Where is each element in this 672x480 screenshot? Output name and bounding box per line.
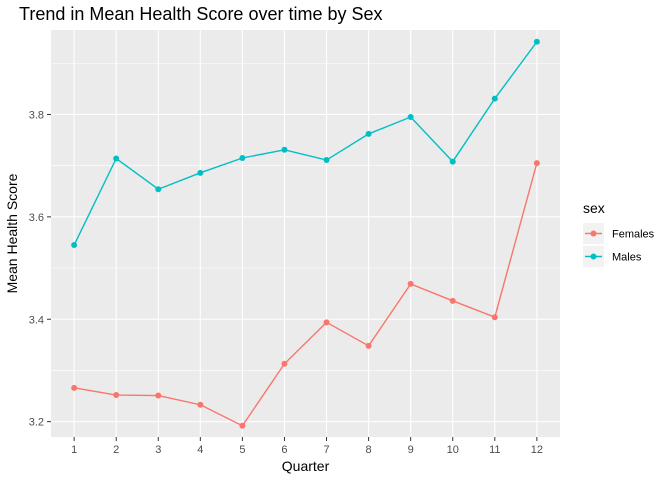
- x-tick-label: 3: [155, 444, 161, 456]
- plot-panel: [51, 30, 560, 437]
- x-tick-label: 9: [408, 444, 414, 456]
- data-point-males: [155, 186, 162, 193]
- data-point-females: [323, 319, 330, 326]
- data-point-females: [71, 384, 78, 391]
- major-gridlines: [51, 30, 560, 437]
- data-point-females: [155, 392, 162, 399]
- x-tick-label: 8: [366, 444, 372, 456]
- data-point-males: [239, 154, 246, 161]
- legend-item-females: Females: [583, 223, 655, 244]
- y-axis: 3.2 3.4 3.6 3.8: [29, 109, 51, 429]
- data-point-females: [113, 392, 120, 399]
- x-axis: 1 2 3 4 5 6 7 8 9 10 11 12: [71, 437, 543, 456]
- y-tick-label: 3.8: [29, 109, 44, 121]
- legend-title: sex: [583, 200, 605, 216]
- x-tick-label: 1: [71, 444, 77, 456]
- data-point-females: [449, 297, 456, 304]
- data-point-females: [281, 360, 288, 367]
- data-point-females: [365, 342, 372, 349]
- data-point-males: [71, 242, 78, 249]
- data-point-females: [491, 314, 498, 321]
- legend-label-females: Females: [612, 229, 655, 241]
- x-tick-label: 10: [447, 444, 459, 456]
- series-layer: [71, 38, 540, 429]
- series-line-females: [74, 162, 538, 427]
- legend-key-point: [590, 230, 597, 237]
- x-tick-label: 2: [113, 444, 119, 456]
- x-tick-label: 7: [323, 444, 329, 456]
- legend-key-point: [590, 253, 597, 260]
- legend-label-males: Males: [612, 252, 642, 264]
- data-point-females: [407, 280, 414, 287]
- y-axis-title: Mean Health Score: [4, 173, 20, 293]
- x-tick-label: 4: [197, 444, 203, 456]
- series-line-males: [73, 41, 538, 246]
- minor-gridlines: [51, 63, 560, 371]
- data-point-males: [281, 146, 288, 153]
- x-axis-title: Quarter: [282, 458, 330, 474]
- data-point-males: [197, 169, 204, 176]
- y-tick-label: 3.6: [29, 212, 44, 224]
- data-point-females: [239, 422, 246, 429]
- data-point-males: [113, 155, 120, 162]
- data-point-males: [323, 157, 330, 164]
- chart-title: Trend in Mean Health Score over time by …: [19, 4, 383, 24]
- data-point-males: [407, 114, 414, 121]
- x-tick-label: 5: [239, 444, 245, 456]
- y-tick-label: 3.4: [29, 314, 44, 326]
- series-females: [71, 160, 540, 429]
- data-point-males: [365, 130, 372, 137]
- data-point-males: [449, 158, 456, 165]
- data-point-females: [197, 401, 204, 408]
- x-tick-label: 12: [531, 444, 543, 456]
- legend: sex Females Males: [583, 200, 655, 267]
- data-point-females: [533, 160, 540, 167]
- legend-item-males: Males: [583, 246, 642, 267]
- data-point-males: [533, 38, 540, 45]
- y-tick-label: 3.2: [29, 417, 44, 429]
- data-point-males: [491, 95, 498, 102]
- x-tick-label: 11: [489, 444, 500, 456]
- x-tick-label: 6: [281, 444, 287, 456]
- series-males: [71, 38, 540, 249]
